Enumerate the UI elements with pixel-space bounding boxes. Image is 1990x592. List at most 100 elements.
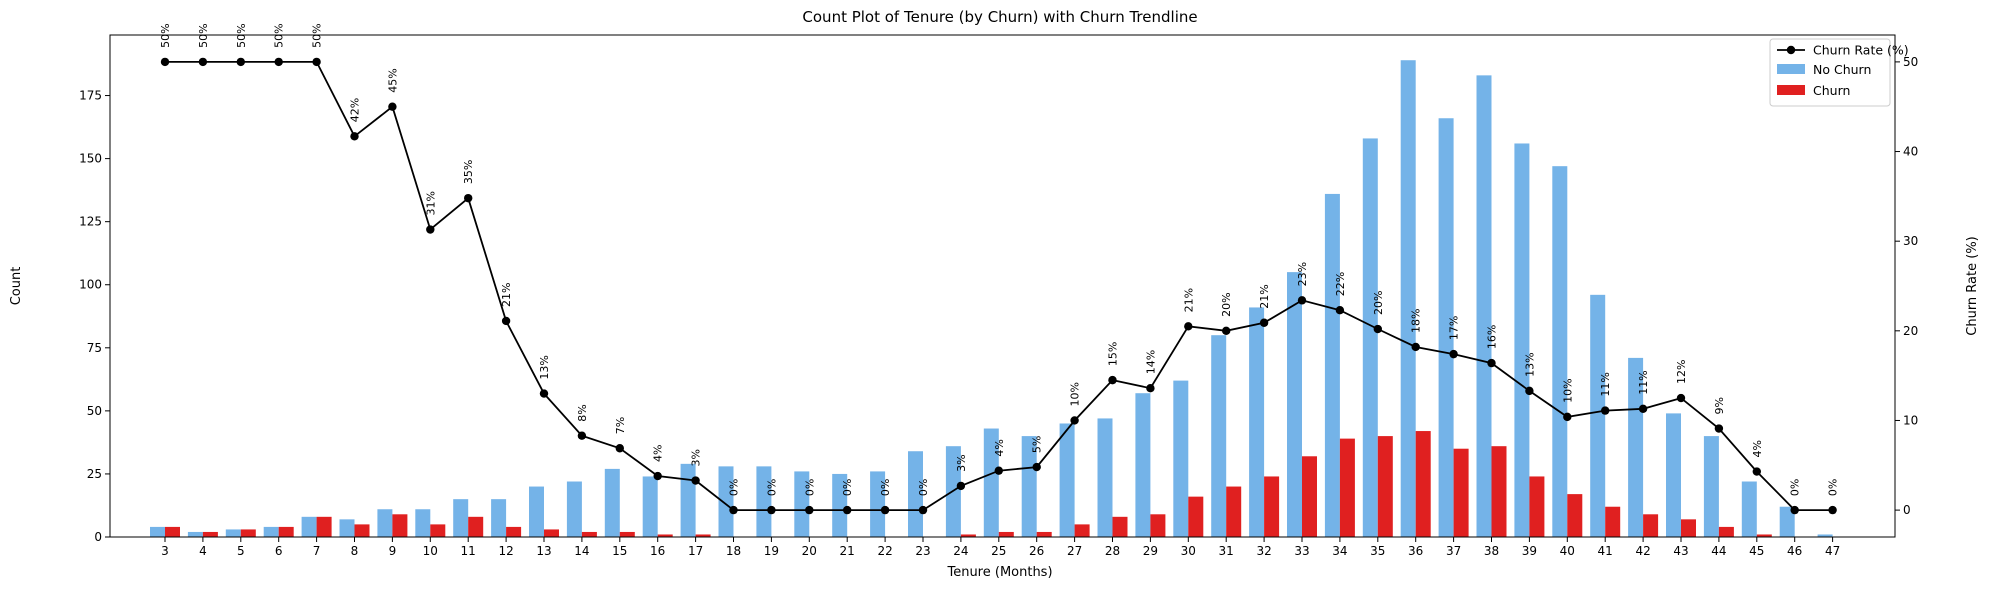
bar-churn	[1188, 496, 1204, 537]
churn-rate-point	[577, 431, 587, 440]
y-axis-label: Count	[9, 267, 24, 306]
x-tick-label: 25	[991, 544, 1006, 558]
bar-churn	[1567, 494, 1583, 537]
churn-rate-point	[350, 132, 359, 141]
x-tick-label: 46	[1787, 544, 1802, 558]
bar-churn	[1529, 476, 1545, 537]
data-label: 18%	[1410, 309, 1423, 333]
y-tick-label: 25	[87, 467, 102, 481]
data-label: 10%	[1561, 378, 1574, 402]
bar-churn	[1074, 524, 1090, 537]
churn-rate-point	[1714, 424, 1724, 433]
churn-rate-point	[1070, 416, 1079, 425]
churn-rate-point	[388, 102, 397, 111]
data-label: 0%	[1789, 479, 1802, 496]
bar-churn	[657, 534, 673, 537]
bar-no-churn	[1552, 166, 1568, 537]
bar-churn	[1681, 519, 1696, 537]
y2-tick-label: 20	[1903, 324, 1918, 338]
bar-churn	[1491, 446, 1507, 537]
bar-no-churn	[491, 499, 507, 537]
y2-tick-label: 0	[1903, 503, 1911, 517]
data-label: 5%	[1031, 436, 1044, 453]
churn-rate-point	[880, 505, 890, 515]
y-tick-label: 50	[87, 404, 102, 418]
churn-rate-point	[1146, 383, 1155, 393]
chart-title: Count Plot of Tenure (by Churn) with Chu…	[802, 8, 1197, 26]
x-tick-label: 21	[840, 544, 855, 558]
churn-rate-point	[1297, 296, 1307, 305]
y2-tick-label: 30	[1903, 234, 1918, 248]
x-tick-label: 22	[877, 544, 892, 558]
x-tick-label: 24	[953, 544, 968, 558]
x-tick-label: 32	[1256, 544, 1271, 558]
legend-label: Churn Rate (%)	[1813, 43, 1909, 58]
data-label: 50%	[197, 23, 210, 47]
churn-rate-point	[615, 444, 624, 453]
x-tick-label: 10	[423, 544, 438, 558]
bar-churn	[1339, 438, 1355, 537]
x-tick-label: 37	[1446, 544, 1461, 558]
bar-no-churn	[1021, 436, 1037, 537]
x-tick-label: 36	[1408, 544, 1423, 558]
bar-no-churn	[1173, 380, 1189, 537]
bar-no-churn	[1741, 481, 1757, 537]
churn-rate-point	[805, 505, 814, 515]
x-tick-label: 4	[199, 544, 207, 558]
bar-no-churn	[680, 463, 696, 537]
x-tick-label: 16	[650, 544, 665, 558]
churn-rate-point	[653, 471, 662, 481]
x-tick-label: 7	[313, 544, 321, 558]
bar-churn	[1605, 506, 1621, 537]
data-label: 13%	[1523, 352, 1536, 376]
churn-rate-point	[956, 481, 966, 491]
data-label: 35%	[462, 160, 475, 184]
x-axis-label: Tenure (Months)	[946, 565, 1052, 580]
bar-churn	[240, 529, 256, 537]
data-label: 17%	[1448, 316, 1461, 340]
bar-no-churn	[150, 526, 165, 537]
churn-rate-point	[236, 57, 245, 67]
y2-tick-label: 50	[1903, 55, 1918, 69]
churn-rate-point	[1752, 467, 1762, 476]
data-label: 12%	[1675, 360, 1688, 384]
bar-churn	[1453, 448, 1469, 537]
bar-churn	[430, 524, 446, 537]
x-tick-label: 34	[1332, 544, 1347, 558]
legend-label: No Churn	[1813, 62, 1871, 77]
bar-churn	[581, 531, 597, 537]
x-tick-label: 17	[688, 544, 703, 558]
x-tick-label: 29	[1143, 544, 1158, 558]
legend-swatch	[1777, 85, 1805, 95]
x-tick-label: 19	[764, 544, 779, 558]
data-label: 3%	[955, 454, 968, 471]
data-label: 50%	[159, 23, 172, 47]
bar-no-churn	[983, 428, 999, 537]
bar-churn	[202, 531, 218, 537]
bar-no-churn	[1666, 413, 1681, 537]
x-tick-label: 35	[1370, 544, 1385, 558]
churn-rate-point	[918, 505, 928, 515]
x-tick-label: 28	[1105, 544, 1120, 558]
x-tick-label: 33	[1294, 544, 1309, 558]
bar-no-churn	[1059, 423, 1075, 537]
x-tick-label: 15	[612, 544, 627, 558]
churn-rate-point	[1676, 393, 1686, 403]
data-label: 11%	[1637, 370, 1650, 394]
bar-churn	[1264, 476, 1280, 537]
y2-tick-label: 10	[1903, 413, 1918, 427]
bar-no-churn	[718, 466, 734, 537]
x-tick-label: 13	[536, 544, 551, 558]
x-tick-label: 5	[237, 544, 245, 558]
x-tick-label: 31	[1219, 544, 1234, 558]
data-label: 4%	[993, 439, 1006, 456]
legend: Churn Rate (%) No Churn Churn	[1769, 38, 1909, 107]
x-tick-label: 18	[726, 544, 741, 558]
bar-churn	[1112, 516, 1128, 537]
x-tick-label: 40	[1560, 544, 1575, 558]
data-label: 45%	[386, 68, 399, 92]
churn-rate-point	[1373, 324, 1383, 334]
bar-churn	[1643, 514, 1659, 537]
churn-rate-point	[1790, 505, 1799, 515]
